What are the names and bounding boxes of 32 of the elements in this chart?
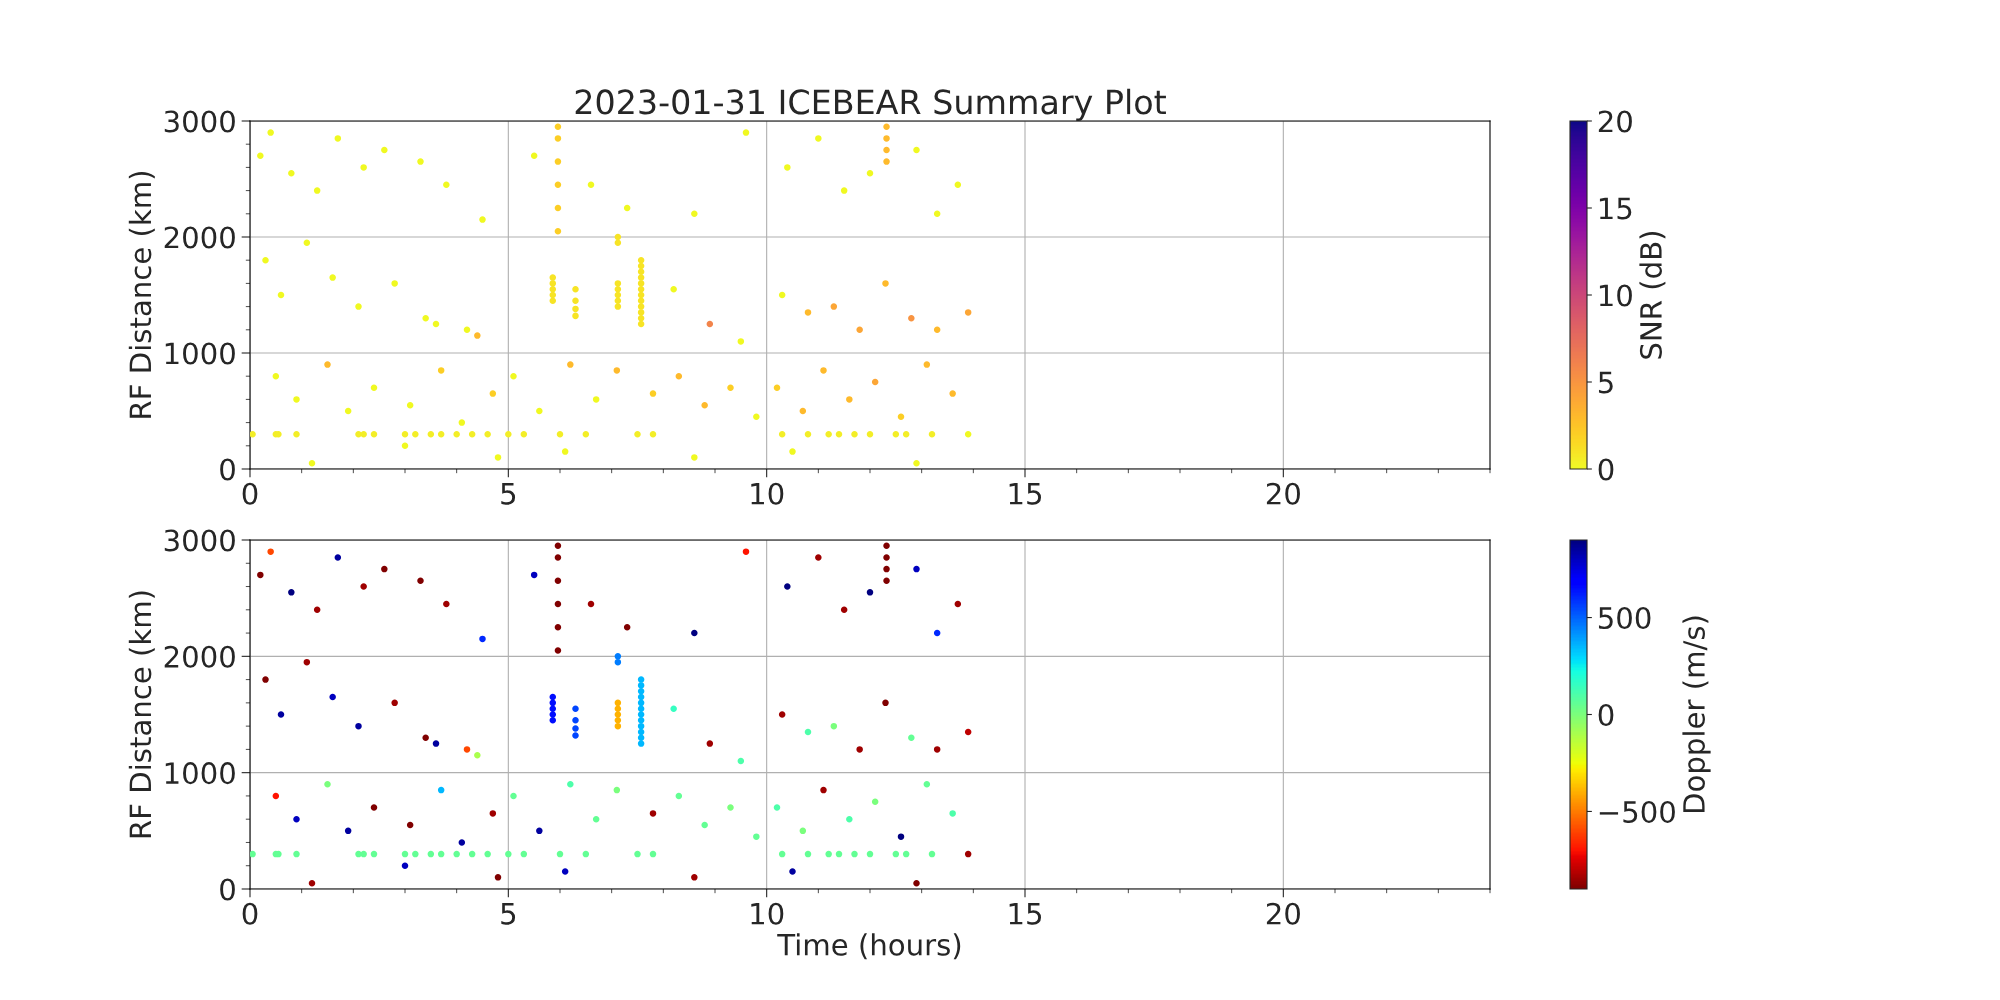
x-tick-label: 20	[1266, 902, 1300, 925]
x-tick-label: 5	[501, 903, 516, 925]
y-tick-label: 3000	[164, 110, 235, 133]
chart-title: 2023-01-31 ICEBEAR Summary Plot	[575, 88, 1166, 121]
x-axis-title: Time (hours)	[777, 933, 961, 960]
color-bar-label: 0	[1598, 458, 1614, 481]
y-axis-title: RF Distance (km)	[128, 171, 155, 418]
x-tick-label: 15	[1009, 483, 1042, 505]
color-bar-title: Doppler (m/s)	[1682, 616, 1711, 813]
y-axis-title: RF Distance (km)	[128, 591, 155, 838]
color-bar-label: 10	[1599, 284, 1632, 307]
color-bar-label: 20	[1598, 110, 1632, 133]
color-bar-label: 15	[1599, 197, 1632, 220]
y-tick-label: 2000	[164, 226, 235, 249]
color-bar-title: SNR (dB)	[1639, 231, 1666, 359]
x-tick-label: 10	[751, 482, 784, 505]
y-tick-label: 0	[220, 458, 235, 481]
color-bar-label: 5	[1598, 371, 1613, 394]
y-tick-label: 1000	[165, 342, 235, 365]
y-tick-label: 0	[220, 878, 235, 901]
x-tick-label: 0	[242, 902, 258, 925]
x-tick-label: 10	[751, 902, 784, 925]
x-tick-label: 15	[1009, 903, 1042, 925]
y-tick-label: 3000	[164, 529, 235, 552]
x-tick-label: 20	[1266, 482, 1300, 505]
color-bar-label: 0	[1598, 703, 1614, 726]
x-tick-label: 5	[501, 483, 516, 505]
y-tick-label: 1000	[165, 762, 235, 785]
y-tick-label: 2000	[164, 645, 235, 668]
color-bar-label: −500	[1599, 800, 1675, 823]
x-tick-label: 0	[242, 482, 258, 505]
color-bar-label: 500	[1598, 606, 1651, 630]
